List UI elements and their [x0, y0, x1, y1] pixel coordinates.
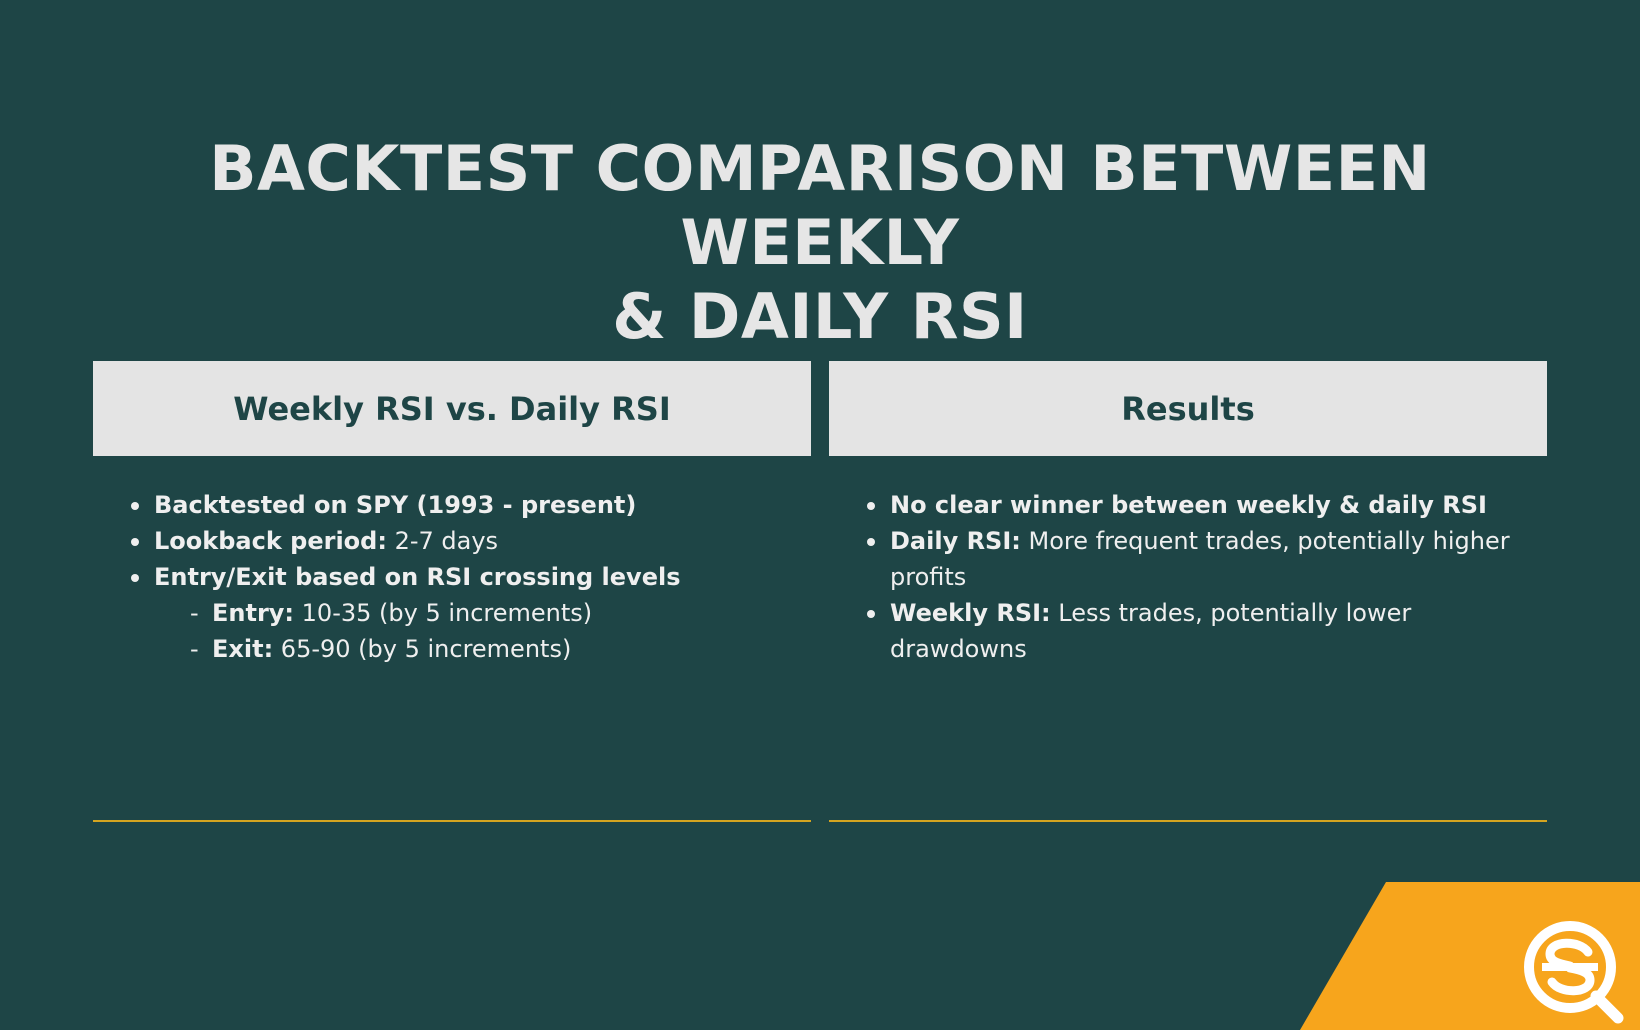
bullet-bold-text: Daily RSI:	[890, 527, 1021, 555]
sub-item-value: 65-90 (by 5 increments)	[273, 635, 572, 663]
bullet-text: Less trades, potentially lower drawdowns	[890, 599, 1412, 663]
left-sub-list: - Entry: 10-35 (by 5 increments) - Exit:…	[128, 595, 828, 667]
page-title: BACKTEST COMPARISON BETWEEN WEEKLY & DAI…	[80, 132, 1560, 354]
sub-list-item: - Entry: 10-35 (by 5 increments)	[128, 595, 828, 631]
right-panel-header-label: Results	[1121, 389, 1255, 428]
title-line-2: & DAILY RSI	[612, 280, 1028, 353]
right-panel-header: Results	[829, 361, 1547, 456]
list-item: Daily RSI: More frequent trades, potenti…	[864, 523, 1524, 595]
list-item: Entry/Exit based on RSI crossing levels	[128, 559, 828, 595]
bullet-text: 2-7 days	[386, 527, 499, 555]
list-item: Backtested on SPY (1993 - present)	[128, 487, 828, 523]
left-divider	[93, 820, 811, 822]
bullet-bold-text: Entry/Exit based on RSI crossing levels	[154, 563, 681, 591]
bullet-bold-text: Backtested on SPY (1993 - present)	[154, 491, 637, 519]
bullet-text: More frequent trades, potentially higher…	[890, 527, 1510, 591]
sub-item-text: Exit: 65-90 (by 5 increments)	[212, 631, 571, 667]
sq-logo-icon	[1524, 921, 1624, 1024]
left-panel-body: Backtested on SPY (1993 - present) Lookb…	[128, 487, 828, 667]
bullet-bold-text: Lookback period:	[154, 527, 387, 555]
right-panel-body: No clear winner between weekly & daily R…	[864, 487, 1524, 667]
left-panel-header: Weekly RSI vs. Daily RSI	[93, 361, 811, 456]
left-bullet-list: Backtested on SPY (1993 - present) Lookb…	[128, 487, 828, 595]
right-divider	[829, 820, 1547, 822]
bullet-bold-text: No clear winner between weekly & daily R…	[890, 491, 1487, 519]
dash-marker: -	[190, 635, 199, 663]
sub-list-item: - Exit: 65-90 (by 5 increments)	[128, 631, 828, 667]
left-panel-header-label: Weekly RSI vs. Daily RSI	[233, 389, 671, 428]
list-item: Lookback period: 2-7 days	[128, 523, 828, 559]
dash-marker: -	[190, 599, 199, 627]
bullet-bold-text: Weekly RSI:	[890, 599, 1051, 627]
list-item: No clear winner between weekly & daily R…	[864, 487, 1524, 523]
sub-item-value: 10-35 (by 5 increments)	[294, 599, 593, 627]
corner-accent	[1300, 882, 1640, 1030]
title-line-1: BACKTEST COMPARISON BETWEEN WEEKLY	[209, 132, 1431, 279]
sub-item-bold: Entry:	[212, 599, 295, 627]
right-bullet-list: No clear winner between weekly & daily R…	[864, 487, 1524, 667]
sub-item-bold: Exit:	[212, 635, 274, 663]
sub-item-text: Entry: 10-35 (by 5 increments)	[212, 595, 592, 631]
list-item: Weekly RSI: Less trades, potentially low…	[864, 595, 1524, 667]
